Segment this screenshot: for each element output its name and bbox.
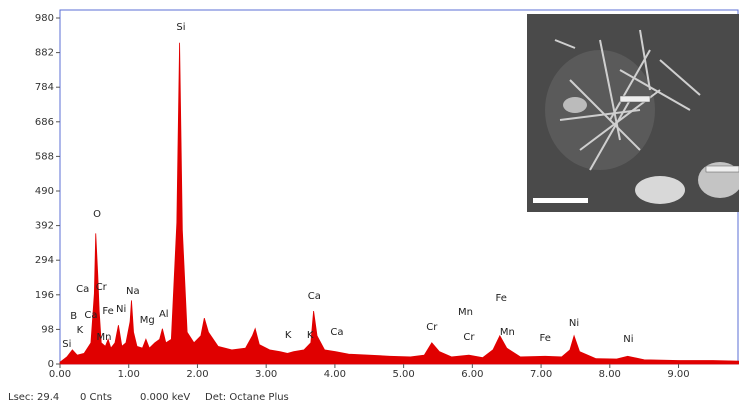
status-text: Lsec: 29.4 <box>8 392 59 403</box>
inset-marker <box>705 165 739 173</box>
y-tick-label: 588 <box>35 151 54 162</box>
element-label: Cr <box>426 322 438 333</box>
inset-marker <box>619 95 651 103</box>
inset-particle <box>563 97 587 113</box>
element-label: O <box>93 209 101 220</box>
element-label: K <box>285 330 292 341</box>
element-label: B <box>70 311 77 322</box>
element-label: Mn <box>458 307 473 318</box>
y-tick-label: 882 <box>35 48 54 59</box>
x-tick-label: 9.00 <box>667 369 689 380</box>
y-tick-label: 0 <box>48 359 54 370</box>
element-label: Fe <box>102 306 113 317</box>
inset-particle <box>635 176 685 204</box>
status-text: Det: Octane Plus <box>205 392 289 403</box>
spectrum-area <box>59 42 739 365</box>
inset-scale-bar <box>533 198 588 203</box>
sem-inset <box>527 14 739 212</box>
x-tick-label: 3.00 <box>255 369 277 380</box>
element-label: Ca <box>330 327 343 338</box>
element-label: Fe <box>496 293 507 304</box>
element-label: Cr <box>463 332 475 343</box>
x-tick-label: 7.00 <box>530 369 552 380</box>
element-label: Cr <box>96 282 108 293</box>
y-tick-label: 686 <box>35 117 54 128</box>
y-tick-label: 490 <box>35 186 54 197</box>
status-text: 0 Cnts <box>80 392 112 403</box>
element-label: K <box>307 330 314 341</box>
y-tick-label: 196 <box>35 290 54 301</box>
element-label: Ca <box>76 284 89 295</box>
y-tick-label: 392 <box>35 221 54 232</box>
status-text: 0.000 keV <box>140 392 190 403</box>
element-label: Ca <box>308 291 321 302</box>
element-label: Ni <box>623 334 633 345</box>
x-tick-label: 5.00 <box>392 369 414 380</box>
element-label: Na <box>126 286 140 297</box>
element-label: Mg <box>140 315 155 326</box>
element-label: Ni <box>116 304 126 315</box>
y-tick-label: 980 <box>35 13 54 24</box>
x-tick-label: 2.00 <box>186 369 208 380</box>
y-tick-label: 784 <box>35 82 54 93</box>
element-label: Fe <box>540 333 551 344</box>
element-label: Mn <box>96 332 111 343</box>
element-label: Al <box>159 309 169 320</box>
y-tick-label: 294 <box>35 255 54 266</box>
element-label: Si <box>176 22 185 33</box>
x-tick-label: 1.00 <box>118 369 140 380</box>
x-tick-label: 8.00 <box>599 369 621 380</box>
y-tick-label: 98 <box>41 324 54 335</box>
x-tick-label: 4.00 <box>324 369 346 380</box>
element-label: Mn <box>500 327 515 338</box>
x-tick-label: 0.00 <box>49 369 71 380</box>
element-label: K <box>77 325 84 336</box>
element-label: Ca <box>84 310 97 321</box>
inset-rods <box>554 29 701 171</box>
element-label: Ni <box>569 318 579 329</box>
x-tick-label: 6.00 <box>461 369 483 380</box>
element-label: Si <box>62 339 71 350</box>
